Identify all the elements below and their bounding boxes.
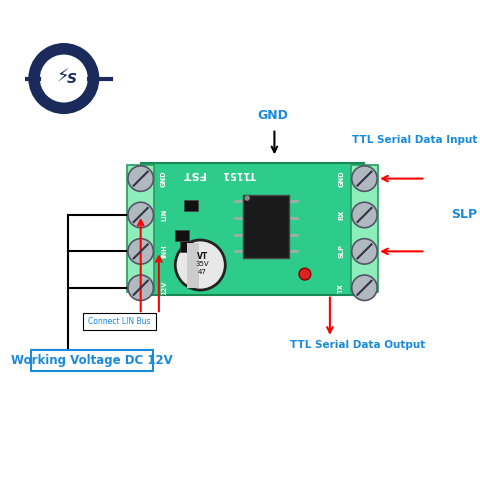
Text: FST: FST <box>182 169 205 179</box>
Text: S: S <box>67 72 77 86</box>
Circle shape <box>128 275 154 300</box>
Bar <box>180 241 193 252</box>
Text: GND: GND <box>161 170 167 187</box>
Text: 12V: 12V <box>161 281 167 295</box>
Text: SLP: SLP <box>338 244 344 258</box>
Bar <box>128 165 154 292</box>
Text: T1151: T1151 <box>222 169 256 179</box>
Bar <box>175 230 189 241</box>
Text: Working Voltage DC 12V: Working Voltage DC 12V <box>12 354 173 367</box>
Circle shape <box>175 240 225 290</box>
Circle shape <box>244 195 250 201</box>
Text: TTL Serial Data Input: TTL Serial Data Input <box>352 135 478 145</box>
Text: LIN: LIN <box>161 209 167 221</box>
Text: TX: TX <box>338 283 344 293</box>
Text: GND: GND <box>258 109 288 122</box>
Text: VT: VT <box>197 252 208 261</box>
Circle shape <box>39 53 89 104</box>
Text: INH: INH <box>161 244 167 258</box>
FancyBboxPatch shape <box>84 313 156 330</box>
Circle shape <box>128 239 154 264</box>
Circle shape <box>128 166 154 192</box>
Circle shape <box>299 268 311 280</box>
Circle shape <box>30 45 98 113</box>
Bar <box>351 165 378 292</box>
Circle shape <box>352 202 377 228</box>
Text: RX: RX <box>338 210 344 220</box>
Bar <box>184 201 198 211</box>
FancyBboxPatch shape <box>31 349 154 371</box>
Circle shape <box>352 239 377 264</box>
Text: 47: 47 <box>198 269 207 275</box>
Text: Connect LIN Bus: Connect LIN Bus <box>88 317 151 326</box>
Circle shape <box>352 166 377 192</box>
Text: TTL Serial Data Output: TTL Serial Data Output <box>289 340 425 350</box>
Circle shape <box>352 275 377 300</box>
Bar <box>141 163 364 295</box>
Text: SLP: SLP <box>452 208 478 221</box>
Bar <box>243 194 289 258</box>
Text: 35V: 35V <box>196 261 209 267</box>
Bar <box>187 242 199 288</box>
Text: GND: GND <box>338 170 344 187</box>
Circle shape <box>128 202 154 228</box>
Text: ⚡: ⚡ <box>56 67 69 85</box>
